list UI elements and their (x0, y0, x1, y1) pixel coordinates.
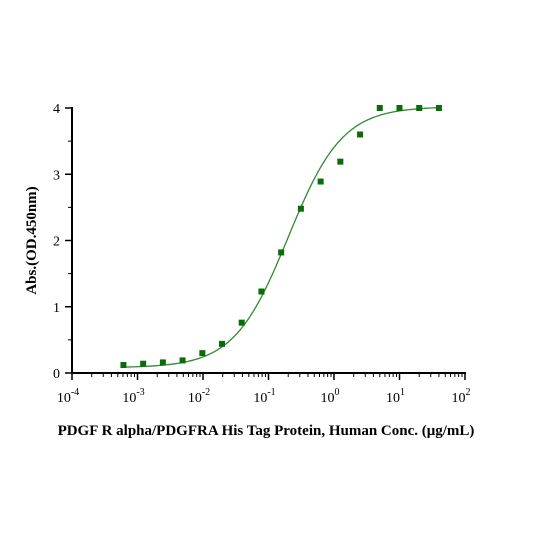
x-tick-exponent: 0 (335, 387, 340, 398)
data-point (199, 350, 206, 357)
data-point (179, 357, 186, 364)
data-point (120, 362, 127, 369)
data-point (297, 205, 304, 212)
x-tick-exponent: 2 (466, 387, 471, 398)
data-point (416, 105, 423, 111)
fit-curve-line (123, 107, 439, 368)
x-tick-exponent: -1 (267, 387, 275, 398)
x-tick-exponent: -2 (202, 387, 210, 398)
data-point (396, 105, 403, 111)
x-tick-label: 100 (321, 387, 340, 406)
x-tick-exponent: -4 (71, 387, 79, 398)
data-point (376, 105, 383, 111)
data-point (317, 178, 324, 185)
x-tick-exponent: -3 (136, 387, 144, 398)
data-point (278, 249, 285, 256)
x-tick-label: 102 (452, 387, 471, 406)
x-tick-label: 10-1 (253, 387, 275, 406)
data-points (120, 105, 442, 369)
x-tick-label: 10-2 (188, 387, 210, 406)
data-point (140, 360, 147, 367)
x-tick-exponent: 1 (400, 387, 405, 398)
data-point (258, 288, 265, 295)
x-tick-label: 10-3 (122, 387, 144, 406)
x-axis-ticks: 10-4 10-3 10-2 10-1 100 101 102 (57, 373, 471, 406)
data-point (238, 319, 245, 326)
x-axis-title: PDGF R alpha/PDGFRA His Tag Protein, Hum… (58, 423, 475, 439)
x-tick-label: 10-4 (57, 387, 79, 406)
data-point (435, 105, 442, 111)
data-point (159, 359, 166, 366)
data-point (357, 131, 364, 138)
x-tick-label: 101 (386, 387, 405, 406)
y-tick-label: 1 (53, 301, 60, 316)
data-point (337, 158, 344, 165)
data-point (219, 340, 225, 347)
y-tick-label: 2 (53, 235, 60, 250)
y-axis-ticks: 0 1 2 3 4 (53, 102, 72, 382)
y-axis-title: Abs.(OD.450nm) (24, 186, 40, 294)
y-tick-label: 3 (53, 168, 60, 183)
y-tick-label: 4 (53, 102, 60, 117)
y-tick-label: 0 (53, 367, 60, 382)
